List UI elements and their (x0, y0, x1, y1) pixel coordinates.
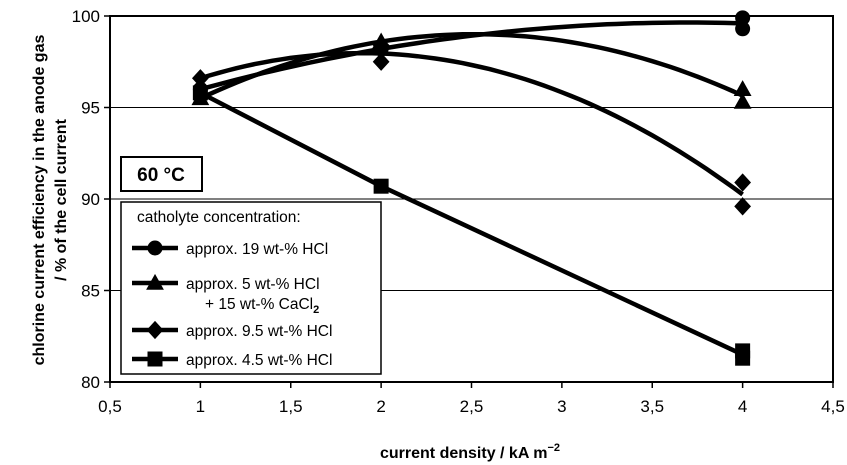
series-line-diamond (199, 50, 744, 197)
y-tick-label: 80 (81, 373, 100, 392)
legend-label: approx. 5 wt-% HCl (186, 276, 320, 293)
legend: catholyte concentration: approx. 19 wt-%… (120, 201, 382, 375)
y-axis-title-line1: chlorine current efficiency in the anode… (31, 35, 48, 366)
x-axis-title-text: current density / kA m (380, 445, 547, 462)
legend-marker-circle (147, 240, 163, 256)
axis-ticks: 80 85 90 95 100 0,5 1 1,5 2 2,5 3 3,5 4 4,5 (72, 7, 845, 416)
x-axis-title: current density / kA m−2 (380, 442, 560, 462)
y-tick-label: 100 (72, 7, 100, 26)
legend-box (120, 201, 382, 375)
data-point-triangle (733, 92, 752, 109)
temperature-label: 60 °C (137, 165, 185, 186)
data-point-square (735, 350, 751, 366)
data-point-square (192, 85, 208, 101)
legend-marker-diamond (146, 320, 164, 340)
x-tick-label: 3 (557, 397, 566, 416)
x-tick-label: 3,5 (640, 397, 664, 416)
data-point-diamond (372, 52, 390, 71)
x-tick-label: 0,5 (98, 397, 122, 416)
legend-label: approx. 19 wt-% HCl (186, 241, 328, 258)
legend-title: catholyte concentration: (137, 209, 301, 226)
data-point-diamond (734, 173, 752, 192)
temperature-box: 60 °C (120, 156, 203, 192)
legend-marker-square (147, 351, 163, 367)
legend-label: approx. 9.5 wt-% HCl (186, 323, 332, 340)
data-markers (191, 10, 752, 366)
y-tick-label: 90 (81, 190, 100, 209)
y-tick-label: 85 (81, 282, 100, 301)
x-tick-label: 2 (376, 397, 385, 416)
legend-marker-triangle (146, 273, 164, 290)
x-tick-label: 4,5 (821, 397, 845, 416)
data-point-square (373, 178, 389, 194)
data-point-diamond (734, 197, 752, 216)
series-line-triangle (199, 31, 744, 101)
y-tick-label: 95 (81, 99, 100, 118)
legend-label-line2: + 15 wt-% CaCl2 (205, 296, 319, 316)
x-axis-title-superscript: −2 (547, 442, 560, 454)
x-tick-label: 2,5 (460, 397, 484, 416)
x-tick-label: 4 (738, 397, 747, 416)
x-tick-label: 1 (196, 397, 205, 416)
y-axis-title-line2: / % of the cell current (53, 118, 70, 280)
data-point-circle (735, 21, 751, 37)
legend-label: approx. 4.5 wt-% HCl (186, 352, 332, 369)
x-tick-label: 1,5 (279, 397, 303, 416)
